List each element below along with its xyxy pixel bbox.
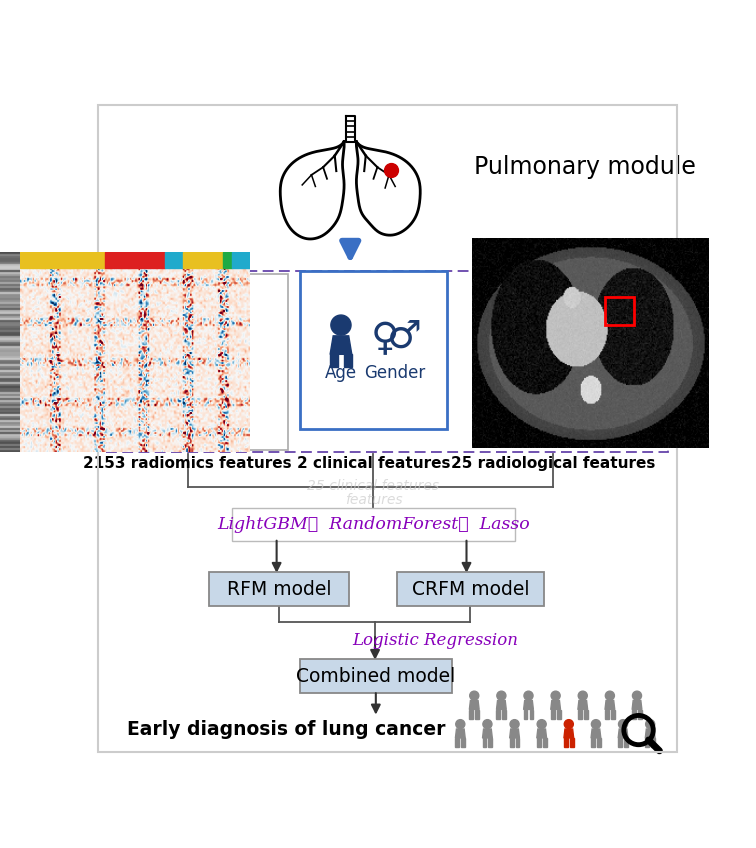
Text: Pulmonary module: Pulmonary module: [474, 155, 696, 179]
Text: 25 radiological features: 25 radiological features: [451, 456, 655, 471]
Circle shape: [469, 691, 479, 700]
Text: ♀: ♀: [371, 320, 399, 358]
Circle shape: [606, 691, 615, 700]
Polygon shape: [651, 738, 655, 747]
Polygon shape: [570, 738, 574, 747]
Bar: [20, 252, 105, 268]
Polygon shape: [624, 738, 628, 747]
Polygon shape: [469, 710, 473, 718]
Polygon shape: [564, 729, 574, 738]
Bar: [165, 252, 183, 268]
Polygon shape: [488, 738, 492, 747]
Polygon shape: [591, 738, 595, 747]
Polygon shape: [591, 729, 601, 738]
Bar: [183, 252, 224, 268]
Polygon shape: [345, 115, 355, 142]
Text: Logistic Regression: Logistic Regression: [352, 633, 519, 650]
Polygon shape: [476, 710, 479, 718]
Polygon shape: [529, 710, 534, 718]
Text: features: features: [345, 493, 402, 507]
Polygon shape: [482, 729, 492, 738]
Polygon shape: [584, 710, 587, 718]
Polygon shape: [578, 700, 587, 710]
Polygon shape: [330, 354, 338, 367]
Circle shape: [456, 720, 465, 728]
FancyBboxPatch shape: [397, 572, 544, 606]
Polygon shape: [597, 738, 601, 747]
Polygon shape: [618, 738, 622, 747]
Polygon shape: [461, 738, 465, 747]
Polygon shape: [516, 738, 519, 747]
Text: 2153 radiomics features: 2153 radiomics features: [83, 456, 292, 471]
Circle shape: [331, 315, 351, 335]
Text: Gender: Gender: [364, 364, 426, 382]
Circle shape: [578, 691, 587, 700]
Polygon shape: [537, 729, 547, 738]
Polygon shape: [611, 710, 615, 718]
FancyBboxPatch shape: [300, 271, 447, 429]
FancyBboxPatch shape: [209, 572, 349, 606]
Polygon shape: [578, 710, 581, 718]
Circle shape: [633, 691, 642, 700]
Circle shape: [510, 720, 519, 728]
Polygon shape: [646, 729, 655, 738]
FancyBboxPatch shape: [300, 659, 452, 693]
Polygon shape: [482, 738, 486, 747]
Polygon shape: [497, 700, 507, 710]
Text: CRFM model: CRFM model: [411, 580, 529, 599]
Bar: [224, 252, 232, 268]
Bar: [232, 252, 250, 268]
Polygon shape: [632, 710, 636, 718]
Polygon shape: [455, 729, 465, 738]
Polygon shape: [537, 738, 541, 747]
Circle shape: [483, 720, 492, 728]
Polygon shape: [564, 738, 568, 747]
Text: ♂: ♂: [387, 318, 422, 355]
Circle shape: [591, 720, 600, 728]
Polygon shape: [344, 354, 352, 367]
Polygon shape: [632, 700, 642, 710]
Circle shape: [551, 691, 560, 700]
Polygon shape: [618, 729, 628, 738]
Text: Age: Age: [325, 364, 357, 382]
Polygon shape: [497, 710, 500, 718]
Polygon shape: [510, 738, 513, 747]
Circle shape: [618, 720, 627, 728]
Polygon shape: [455, 738, 459, 747]
Polygon shape: [330, 336, 352, 354]
Polygon shape: [524, 700, 534, 710]
Polygon shape: [550, 710, 555, 718]
Polygon shape: [556, 710, 560, 718]
Polygon shape: [605, 700, 615, 710]
Polygon shape: [550, 700, 560, 710]
Polygon shape: [280, 142, 344, 239]
Text: 2 clinical features: 2 clinical features: [297, 456, 451, 471]
Text: LightGBM；  RandomForest；  Lasso: LightGBM； RandomForest； Lasso: [217, 516, 530, 533]
Circle shape: [564, 720, 573, 728]
Text: Combined model: Combined model: [296, 667, 455, 686]
Polygon shape: [605, 710, 609, 718]
Circle shape: [538, 720, 546, 728]
Bar: [606, 298, 634, 325]
Polygon shape: [638, 710, 642, 718]
Polygon shape: [646, 738, 649, 747]
Circle shape: [524, 691, 533, 700]
Polygon shape: [543, 738, 547, 747]
Polygon shape: [524, 710, 528, 718]
Polygon shape: [469, 700, 479, 710]
Circle shape: [497, 691, 506, 700]
Text: Early diagnosis of lung cancer: Early diagnosis of lung cancer: [128, 720, 446, 739]
FancyBboxPatch shape: [232, 508, 515, 541]
Circle shape: [646, 720, 655, 728]
Text: 25 clinical features: 25 clinical features: [308, 479, 439, 493]
Polygon shape: [503, 710, 507, 718]
Polygon shape: [510, 729, 519, 738]
Text: RFM model: RFM model: [227, 580, 331, 599]
Polygon shape: [356, 142, 420, 235]
Bar: [105, 252, 165, 268]
